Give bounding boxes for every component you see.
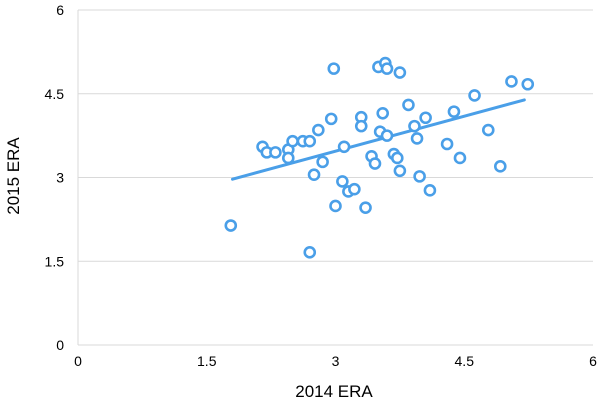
data-point — [402, 98, 415, 112]
trendline — [231, 98, 526, 181]
data-point — [408, 119, 421, 133]
x-tick-label: 6 — [589, 353, 597, 369]
data-point — [336, 175, 349, 188]
data-point — [307, 168, 321, 182]
data-point — [286, 134, 299, 148]
data-point — [447, 105, 461, 118]
y-tick-label: 6 — [56, 2, 64, 18]
y-tick-label: 1.5 — [45, 253, 65, 269]
data-point — [505, 75, 518, 88]
data-point — [453, 151, 467, 165]
data-point — [348, 182, 361, 196]
data-point — [380, 62, 394, 75]
data-point — [521, 77, 535, 91]
data-point — [440, 137, 454, 151]
data-point — [390, 151, 404, 165]
data-point — [327, 62, 341, 75]
data-point — [281, 151, 295, 165]
data-point — [329, 199, 342, 213]
data-point — [380, 129, 394, 142]
x-tick-label: 1.5 — [197, 353, 217, 369]
data-point — [468, 89, 481, 102]
ticks-layer: 0 1.5 3 4.5 6 0 1.5 3 4.5 6 — [45, 2, 598, 369]
y-tick-label: 4.5 — [45, 86, 65, 102]
data-point — [324, 112, 338, 126]
data-point — [312, 123, 325, 137]
trendline-layer — [231, 98, 526, 181]
y-axis-title: 2015 ERA — [4, 137, 23, 215]
x-tick-label: 4.5 — [455, 353, 475, 369]
points-layer — [224, 56, 535, 259]
grid-layer — [77, 9, 593, 346]
data-point — [269, 146, 282, 159]
data-point — [368, 157, 382, 170]
x-tick-label: 0 — [74, 353, 82, 369]
data-point — [303, 246, 317, 259]
data-point — [410, 132, 424, 145]
y-tick-label: 3 — [56, 170, 64, 186]
data-point — [354, 119, 368, 133]
x-tick-label: 3 — [332, 353, 340, 369]
data-point — [376, 106, 390, 120]
data-point — [493, 160, 507, 173]
data-point — [316, 155, 329, 169]
data-point — [337, 140, 351, 154]
data-point — [224, 219, 238, 232]
data-point — [481, 123, 495, 137]
data-point — [393, 164, 407, 178]
data-point — [423, 184, 437, 197]
data-point — [393, 66, 407, 79]
data-point — [303, 134, 317, 148]
data-point — [359, 201, 372, 214]
data-point — [413, 170, 426, 183]
data-point — [419, 111, 432, 125]
x-axis-title: 2014 ERA — [295, 382, 373, 401]
y-tick-label: 0 — [56, 337, 64, 353]
